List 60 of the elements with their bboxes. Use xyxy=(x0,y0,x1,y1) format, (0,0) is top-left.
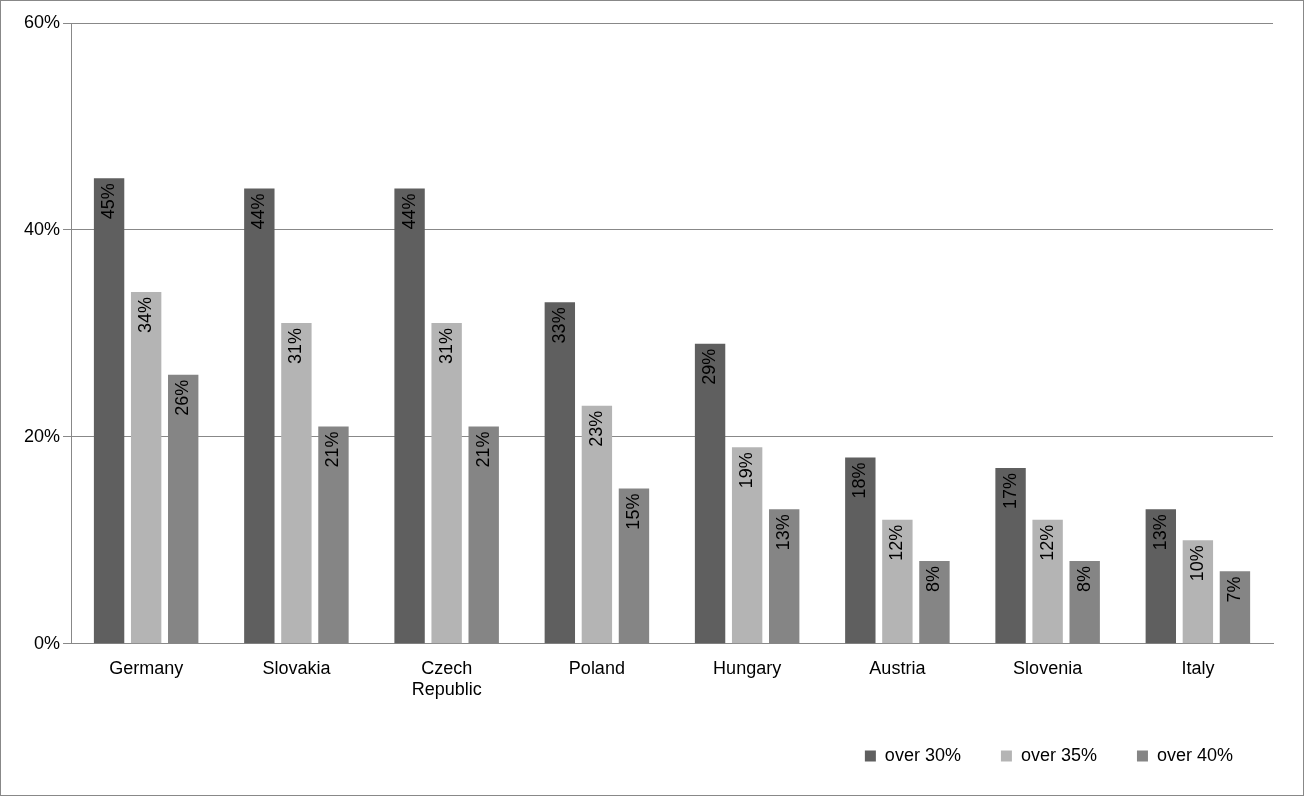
bar xyxy=(618,488,650,644)
bar xyxy=(731,447,763,644)
data-label: 33% xyxy=(548,307,569,344)
x-tick-label: Hungary xyxy=(713,657,782,678)
bar xyxy=(995,467,1026,644)
data-label: 10% xyxy=(1186,545,1207,582)
bar xyxy=(1032,519,1063,644)
x-tick-label: Germany xyxy=(109,657,184,678)
data-label: 8% xyxy=(1073,566,1094,593)
bar xyxy=(281,323,312,644)
data-label: 44% xyxy=(398,193,419,230)
data-label: 31% xyxy=(435,328,456,365)
data-label: 34% xyxy=(135,297,156,334)
bar xyxy=(1182,540,1214,644)
data-label: 13% xyxy=(1149,514,1170,551)
bar xyxy=(882,519,913,644)
bar xyxy=(1145,509,1177,644)
data-label: 7% xyxy=(1223,576,1244,603)
data-label: 8% xyxy=(923,566,944,593)
data-label: 17% xyxy=(999,472,1020,509)
bar xyxy=(845,457,876,644)
legend-label: over 40% xyxy=(1156,744,1233,765)
bar xyxy=(544,302,576,644)
x-tick-label: Italy xyxy=(1181,657,1215,678)
data-label: 12% xyxy=(886,524,907,561)
y-tick-label: 0% xyxy=(34,632,61,653)
data-label: 21% xyxy=(472,431,493,468)
bar xyxy=(1219,571,1251,644)
y-tick-label: 40% xyxy=(24,218,61,239)
bar xyxy=(93,178,125,644)
x-tick-label: Czech Republic xyxy=(411,657,482,700)
data-label: 15% xyxy=(622,493,643,530)
data-label: 12% xyxy=(1036,524,1057,561)
data-label: 31% xyxy=(285,328,306,365)
data-label: 18% xyxy=(849,462,870,499)
bar xyxy=(919,561,950,644)
data-label: 45% xyxy=(98,183,119,220)
y-tick-label: 20% xyxy=(24,425,61,446)
data-label: 26% xyxy=(172,379,193,416)
legend-label: over 35% xyxy=(1020,744,1097,765)
bar xyxy=(394,188,425,644)
bar xyxy=(581,405,613,644)
x-tick-label: Slovenia xyxy=(1013,657,1084,678)
data-label: 44% xyxy=(248,193,269,230)
bar xyxy=(244,188,275,644)
bar xyxy=(1069,561,1100,644)
y-tick-label: 60% xyxy=(24,11,61,32)
data-label: 29% xyxy=(699,348,720,385)
x-tick-label: Austria xyxy=(869,657,927,678)
legend-label: over 30% xyxy=(884,744,961,765)
bar xyxy=(130,292,162,644)
bar xyxy=(694,343,726,644)
x-tick-label: Poland xyxy=(568,657,625,678)
data-label: 19% xyxy=(736,452,757,489)
bar xyxy=(431,323,462,644)
data-label: 23% xyxy=(585,410,606,447)
data-label: 13% xyxy=(773,514,794,551)
bar xyxy=(769,509,800,644)
x-tick-label: Slovakia xyxy=(262,657,332,678)
data-label: 21% xyxy=(322,431,343,468)
